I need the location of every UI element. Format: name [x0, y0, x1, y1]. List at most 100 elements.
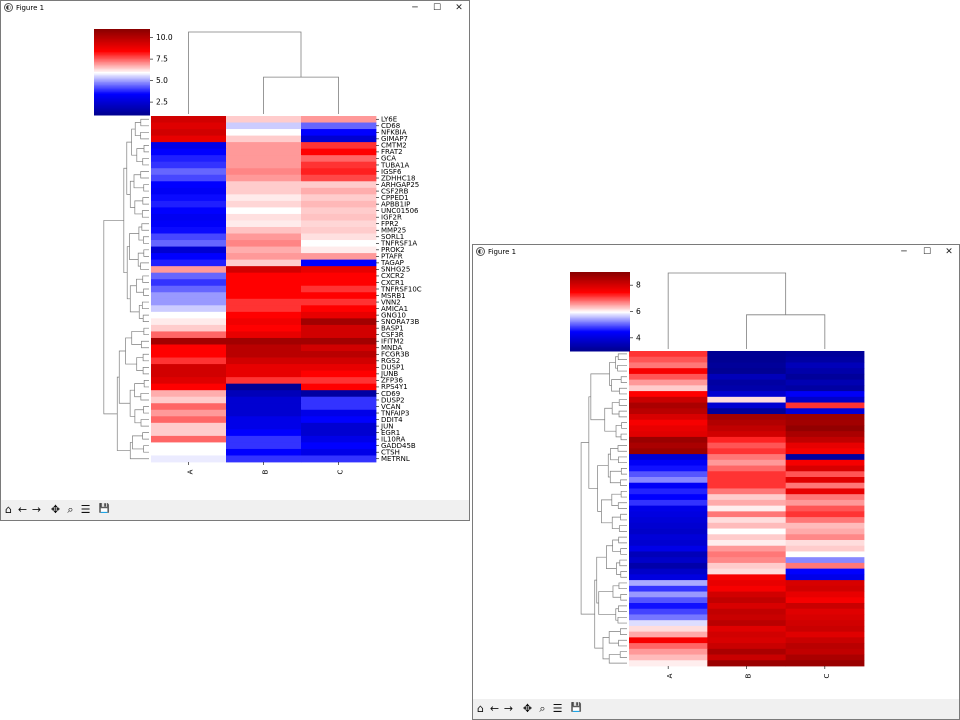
heatmap-cell [629, 368, 708, 375]
colorbar-segment [94, 92, 150, 94]
heatmap-cell [226, 344, 302, 352]
row-dendrogram-branch [618, 582, 627, 590]
title-bar[interactable]: ◐ Figure 1 ─ ☐ ✕ [1, 1, 469, 15]
heatmap-cell [707, 562, 787, 570]
heatmap-cell [785, 482, 865, 489]
home-icon[interactable]: ⌂ [5, 503, 12, 516]
colorbar-segment [94, 82, 150, 84]
minimize-button[interactable]: ─ [412, 3, 418, 13]
heatmap-cell [785, 431, 865, 438]
back-icon[interactable]: ← [489, 702, 500, 715]
pan-icon[interactable]: ✥ [522, 702, 533, 715]
heatmap-cell [301, 181, 377, 189]
heatmap-cell [629, 477, 708, 484]
heatmap-cell [707, 545, 787, 552]
heatmap-cell [151, 370, 227, 378]
configure-icon[interactable]: ☰ [552, 702, 563, 715]
heatmap-cell [226, 174, 302, 182]
pan-icon[interactable]: ✥ [50, 503, 61, 516]
colorbar-segment [570, 287, 630, 290]
colorbar-segment [570, 279, 630, 282]
zoom-icon[interactable]: ⌕ [67, 503, 74, 516]
column-label: B [745, 673, 753, 678]
heatmap-cell [151, 311, 227, 319]
heatmap-cell [301, 148, 377, 156]
row-label: SORL1 [381, 233, 404, 241]
row-dendrogram-branch [618, 456, 627, 464]
column-label: B [262, 469, 270, 474]
home-icon[interactable]: ⌂ [477, 702, 484, 715]
heatmap-cell [151, 116, 227, 123]
colorbar-segment [570, 337, 630, 340]
heatmap-cell [301, 429, 377, 437]
column-dendrogram-branch [188, 31, 302, 114]
save-icon[interactable]: 💾 [570, 703, 583, 713]
forward-icon[interactable]: → [31, 503, 42, 516]
colorbar-label: 7.5 [156, 55, 168, 64]
close-button[interactable]: ✕ [455, 3, 463, 13]
heatmap-cell [629, 511, 708, 518]
row-dendrogram-branch [617, 616, 627, 624]
heatmap-cell [629, 362, 708, 369]
heatmap-cell [629, 654, 708, 661]
heatmap-cell [226, 324, 302, 332]
colorbar-segment [570, 274, 630, 277]
heatmap-cell [707, 471, 787, 478]
title-bar[interactable]: ◐ Figure 1 ─ ☐ ✕ [473, 245, 959, 259]
maximize-button[interactable]: ☐ [432, 3, 442, 13]
column-label: A [187, 469, 195, 474]
colorbar-segment [94, 36, 150, 39]
configure-icon[interactable]: ☰ [80, 503, 91, 516]
heatmap-cell [226, 279, 302, 287]
heatmap-cell [301, 161, 377, 169]
navigation-toolbar: ⌂ ← → ✥ ⌕ ☰ 💾 [473, 699, 959, 719]
colorbar-segment [570, 297, 630, 299]
colorbar-segment [570, 303, 630, 306]
colorbar-segment [94, 43, 150, 46]
row-dendrogram-branch [607, 453, 611, 478]
heatmap-cell [226, 266, 302, 274]
row-label: MSRB1 [381, 292, 406, 300]
heatmap-cell [785, 591, 865, 598]
row-dendrogram-branch [611, 402, 620, 415]
colorbar-segment [94, 50, 150, 53]
back-icon[interactable]: ← [17, 503, 28, 516]
forward-icon[interactable]: → [503, 702, 514, 715]
heatmap-cell [629, 379, 708, 386]
heatmap-cell [226, 226, 302, 234]
minimize-button[interactable]: ─ [901, 247, 907, 257]
row-dendrogram-branch [103, 220, 124, 415]
heatmap-cell [226, 181, 302, 189]
heatmap-cell [301, 305, 377, 313]
heatmap-cell [707, 448, 787, 455]
heatmap-cell [785, 511, 865, 518]
save-icon[interactable]: 💾 [98, 504, 111, 514]
heatmap-cell [629, 436, 708, 444]
heatmap-cell [707, 585, 787, 592]
heatmap-cell [226, 331, 302, 339]
heatmap-cell [301, 155, 377, 163]
heatmap-cell [151, 266, 227, 274]
colorbar-segment [570, 319, 630, 322]
close-button[interactable]: ✕ [945, 247, 953, 257]
heatmap-cell [226, 292, 302, 300]
heatmap-cell [301, 337, 377, 345]
heatmap-cell [301, 213, 377, 221]
heatmap-cell [151, 200, 227, 208]
heatmap-cell [629, 431, 708, 438]
maximize-button[interactable]: ☐ [922, 247, 932, 257]
heatmap-cell [151, 337, 227, 345]
row-label: TNFRSF10C [380, 285, 422, 293]
colorbar-segment [570, 324, 630, 327]
colorbar-segment [570, 348, 630, 351]
heatmap-cell [707, 373, 787, 381]
row-label: FRAT2 [381, 148, 403, 156]
zoom-icon[interactable]: ⌕ [539, 702, 546, 715]
colorbar-segment [570, 322, 630, 324]
heatmap-cell [226, 220, 302, 228]
colorbar-segment [570, 298, 630, 301]
heatmap-cell [629, 425, 708, 432]
heatmap-cell [151, 448, 227, 456]
heatmap-cell [226, 207, 302, 215]
heatmap-cell [226, 272, 302, 280]
